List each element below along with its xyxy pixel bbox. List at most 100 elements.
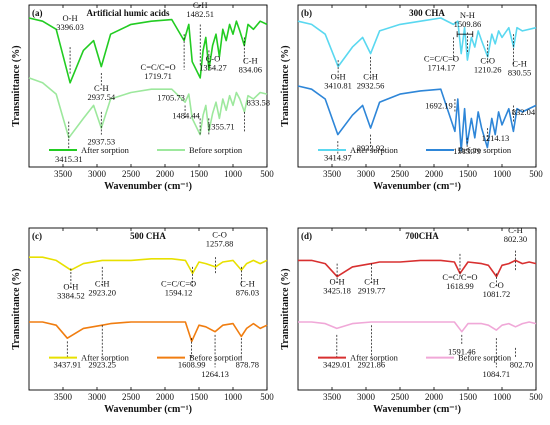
peak-wavenumber-label: 3425.18 [323,286,351,296]
panel-label: (d) [301,231,312,241]
series-line-after [28,17,268,84]
legend-label-before: Before sorption [458,145,512,155]
peak-wavenumber-label: 2937.54 [87,92,115,102]
peak-wavenumber-label: 878.78 [236,359,259,369]
legend-label-before: Before sorption [458,353,512,363]
x-axis-label: Wavenumber (cm⁻¹) [104,181,192,192]
peak-wavenumber-label: 2923.20 [88,287,116,297]
peak-wavenumber-label: 2937.53 [87,136,115,146]
x-tick-label: 1500 [190,169,209,179]
x-tick-label: 1500 [190,392,209,402]
x-tick-label: 3500 [323,169,342,179]
x-tick-label: 1000 [224,392,243,402]
peak-wavenumber-label: 832.04 [512,107,536,117]
peak-wavenumber-label: 3410.81 [324,81,352,91]
peak-wavenumber-label: 1705.73 [157,93,185,103]
peak-group-label: C=C/C=O [141,62,176,72]
peak-wavenumber-label: 3429.01 [323,359,351,369]
x-tick-label: 500 [529,169,543,179]
x-tick-label: 3500 [323,392,342,402]
peak-group-label: C=C/C=O [424,54,459,64]
peak-group-label: C-O [480,55,495,65]
peak-wavenumber-label: 1692.19 [425,101,453,111]
x-axis-label: Wavenumber (cm⁻¹) [373,181,461,192]
legend-label-after: After sorption [350,145,399,155]
peak-wavenumber-label: 1594.12 [165,287,193,297]
plot-frame [28,227,268,391]
peak-wavenumber-label: 3384.52 [57,291,85,301]
peak-group-label: O-H [63,282,78,292]
panel-label: (c) [32,231,42,241]
x-tick-label: 1500 [459,169,478,179]
peak-wavenumber-label: 1608.99 [178,359,206,369]
panel-title: 300 CHA [409,8,445,18]
peak-group-label: O-H [330,277,345,287]
x-tick-label: 2000 [425,392,444,402]
panel-title: 500 CHA [130,231,166,241]
legend-label-before: Before sorption [189,145,243,155]
peak-group-label: N-H [460,10,475,20]
panel-label: (b) [301,8,312,18]
series-line-before [298,321,537,333]
x-tick-label: 3500 [54,169,73,179]
y-axis-label: Transmittance (%) [280,45,291,126]
peak-wavenumber-label: 1591.46 [448,346,476,356]
peak-wavenumber-label: 2921.86 [358,359,386,369]
panel-a: (a) Artificial humic acids 3500 3000 2500 200… [11,0,274,192]
panel-label: (a) [32,8,43,18]
x-tick-label: 3000 [357,392,376,402]
peak-wavenumber-label: 1482.51 [186,9,214,19]
peak-group-label: C-H [95,278,110,288]
x-axis-label: Wavenumber (cm⁻¹) [373,404,461,415]
peak-wavenumber-label: 1719.71 [144,71,172,81]
panel-b: (b) 300 CHA 3500 3000 2500 2000 1500 1000 500 Wav… [280,4,543,192]
peak-wavenumber-label: 1484.44 [172,110,200,120]
legend-label-after: After sorption [81,353,130,363]
peak-wavenumber-label: 1354.27 [199,63,227,73]
series-line-after [298,259,537,278]
peak-group-label: C-H [363,72,378,82]
peak-wavenumber-label: 1257.88 [206,239,234,249]
peak-group-label: C-O [206,54,221,64]
peak-wavenumber-label: 830.55 [508,68,531,78]
x-tick-label: 3000 [88,392,107,402]
x-tick-label: 1000 [493,392,512,402]
peak-group-label: O-H [331,72,346,82]
x-axis-label: Wavenumber (cm⁻¹) [104,404,192,415]
peak-wavenumber-label: 1210.26 [474,64,502,74]
peak-wavenumber-label: 802.30 [504,234,527,244]
peak-wavenumber-label: 1084.71 [482,369,510,379]
peak-wavenumber-label: 1714.17 [428,63,456,73]
y-axis-label: Transmittance (%) [280,268,291,349]
peak-wavenumber-label: 3414.97 [324,153,352,163]
peak-wavenumber-label: 2932.56 [357,81,385,91]
peak-wavenumber-label: 802.70 [510,359,533,369]
peak-wavenumber-label: 3396.03 [56,22,84,32]
x-tick-label: 3000 [88,169,107,179]
peak-group-label: C=C/C=O [442,272,477,282]
peak-group-label: O-H [63,13,78,23]
peak-group-label: C-H [508,225,523,235]
peak-group-label: C-H [240,278,255,288]
x-tick-label: 2000 [425,169,444,179]
panel-title: Artificial humic acids [87,8,170,18]
peak-wavenumber-label: 1509.86 [454,19,482,29]
plot-frame [297,227,537,391]
peak-wavenumber-label: 3415.31 [55,154,83,164]
peak-wavenumber-label: 833.58 [247,97,270,107]
series-line-before [29,321,268,343]
x-tick-label: 1000 [224,169,243,179]
panel-c: (c) 500 CHA 3500 3000 2500 2000 1500 1000 500 Wav… [11,227,274,415]
x-tick-label: 2000 [156,392,175,402]
legend-label-before: Before sorption [189,353,243,363]
peak-wavenumber-label: 1264.13 [201,369,229,379]
peak-wavenumber-label: 3437.91 [53,359,81,369]
peak-group-label: C=C/C=O [161,278,196,288]
legend-label-after: After sorption [81,145,130,155]
peak-wavenumber-label: 834.06 [239,64,262,74]
peak-group-label: C-H [94,83,109,93]
plot-frame [28,4,268,168]
peak-wavenumber-label: 1081.72 [483,289,511,299]
legend-label-after: After sorption [350,353,399,363]
